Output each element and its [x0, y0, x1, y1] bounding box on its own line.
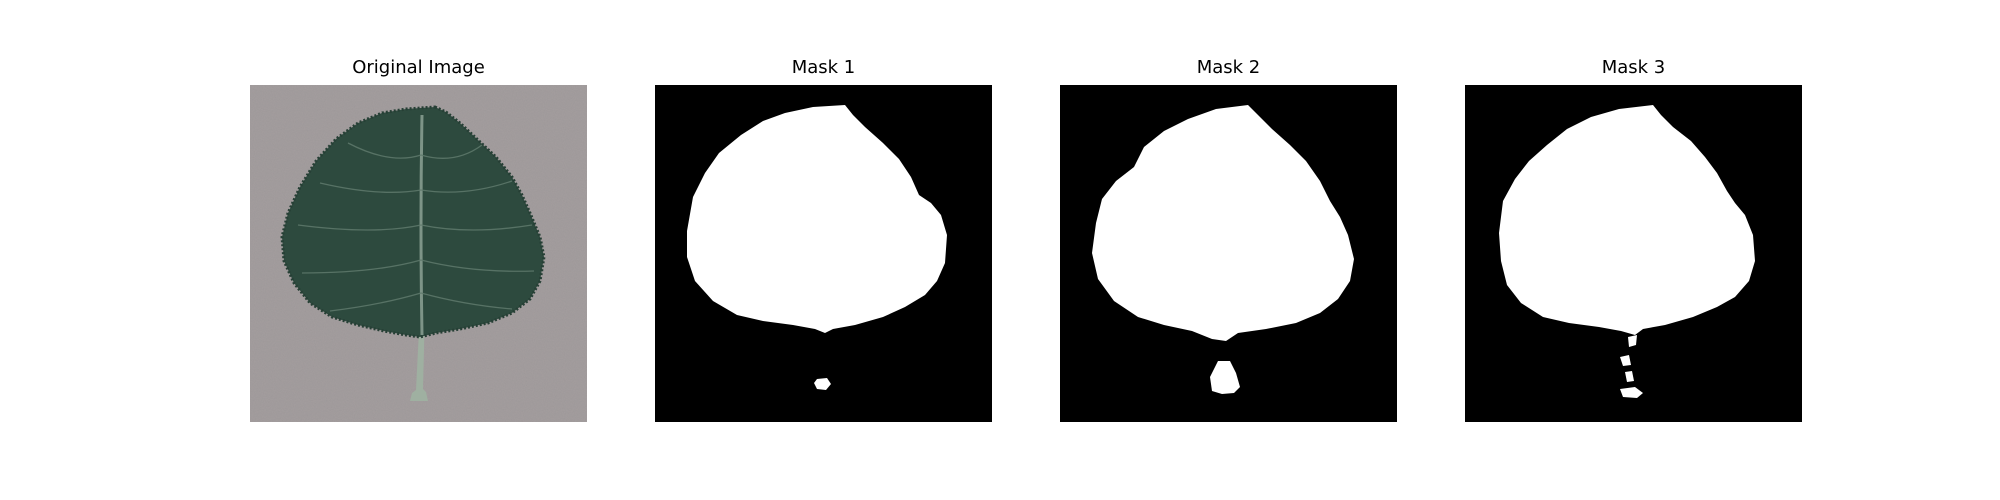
mask-fragments	[1620, 335, 1643, 398]
segmentation-mask	[1060, 85, 1397, 422]
mask-leaf-region	[1499, 105, 1755, 335]
mask-leaf-region	[687, 105, 947, 333]
leaf-blade	[280, 105, 546, 339]
panel-title: Original Image	[352, 57, 485, 78]
mask-blob	[1210, 361, 1240, 394]
leaf-photo	[250, 85, 587, 422]
panel-title: Mask 1	[791, 57, 856, 78]
mask-leaf-region	[1092, 105, 1354, 341]
panel-original-image: Original Image	[250, 55, 587, 422]
panel-title: Mask 3	[1601, 57, 1666, 78]
panel-mask-2: Mask 2	[1060, 55, 1397, 422]
leaf-veins	[297, 142, 535, 312]
panel-mask-1: Mask 1	[655, 55, 992, 422]
panel-title: Mask 2	[1196, 57, 1261, 78]
segmentation-mask	[655, 85, 992, 422]
mask-blob	[814, 378, 831, 390]
segmentation-mask	[1465, 85, 1802, 422]
panel-mask-3: Mask 3	[1465, 55, 1802, 422]
